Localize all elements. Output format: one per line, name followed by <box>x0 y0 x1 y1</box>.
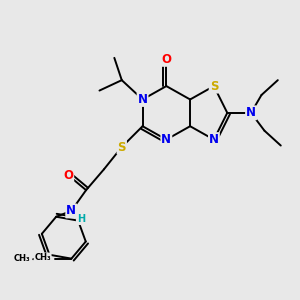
Text: O: O <box>161 53 171 66</box>
Text: N: N <box>209 133 219 146</box>
Text: H: H <box>77 214 85 224</box>
Text: N: N <box>161 133 171 146</box>
Text: S: S <box>118 140 126 154</box>
Text: CH₃: CH₃ <box>34 253 51 262</box>
Text: N: N <box>138 93 148 106</box>
Text: N: N <box>246 106 256 119</box>
Text: N: N <box>66 204 76 218</box>
Text: CH₃: CH₃ <box>14 254 30 263</box>
Text: S: S <box>210 80 218 93</box>
Text: O: O <box>63 169 73 182</box>
